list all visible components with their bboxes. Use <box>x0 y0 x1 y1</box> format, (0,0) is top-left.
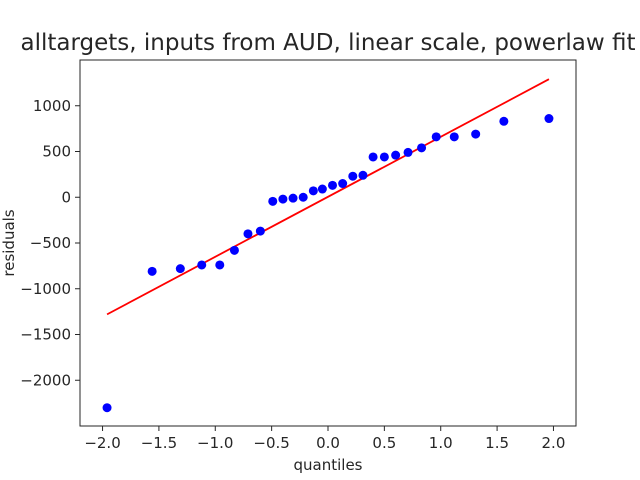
x-axis-label: quantiles <box>294 456 363 474</box>
data-point <box>288 193 298 203</box>
y-tick-label: −500 <box>30 234 71 252</box>
data-point <box>391 150 401 160</box>
data-point <box>358 170 368 180</box>
data-point <box>215 260 225 270</box>
data-point <box>544 114 554 124</box>
data-point <box>328 180 338 190</box>
data-point <box>348 171 358 181</box>
x-tick-label: 1.5 <box>485 434 509 452</box>
data-point <box>417 143 427 153</box>
x-axis-ticks: −2.0 −1.5 −1.0 −0.5 0.0 0.5 1.0 1.5 2.0 <box>84 426 565 452</box>
data-point <box>431 132 441 142</box>
y-tick-label: 500 <box>42 143 71 161</box>
data-point <box>229 245 239 255</box>
data-point <box>243 229 253 239</box>
data-point <box>403 147 413 157</box>
data-point <box>499 116 509 126</box>
data-point <box>368 152 378 162</box>
fit-line <box>106 78 550 316</box>
plot-area <box>102 78 554 413</box>
data-point <box>268 196 278 206</box>
x-tick-label: −2.0 <box>84 434 120 452</box>
x-tick-label: 0.5 <box>372 434 396 452</box>
data-point <box>102 403 112 413</box>
data-point <box>278 194 288 204</box>
data-point <box>379 152 389 162</box>
data-point <box>175 264 185 274</box>
data-point <box>298 192 308 202</box>
data-point <box>147 266 157 276</box>
x-tick-label: −1.5 <box>141 434 177 452</box>
data-point <box>317 184 327 194</box>
y-tick-label: 1000 <box>33 97 71 115</box>
plot-frame <box>79 59 577 427</box>
y-axis-ticks: −2000 −1500 −1000 −500 0 500 1000 <box>20 97 80 389</box>
data-point <box>449 132 459 142</box>
data-point <box>255 226 265 236</box>
y-tick-label: −2000 <box>20 371 71 389</box>
x-tick-label: 0.0 <box>316 434 340 452</box>
data-point <box>308 186 318 196</box>
x-tick-label: 1.0 <box>429 434 453 452</box>
x-tick-label: −0.5 <box>253 434 289 452</box>
data-point <box>338 179 348 189</box>
data-point <box>197 260 207 270</box>
y-tick-label: −1000 <box>20 280 71 298</box>
y-tick-label: −1500 <box>20 326 71 344</box>
data-point <box>471 129 481 139</box>
y-axis-label: residuals <box>0 209 18 276</box>
y-tick-label: 0 <box>61 188 71 206</box>
x-tick-label: 2.0 <box>542 434 566 452</box>
x-tick-label: −1.0 <box>197 434 233 452</box>
chart-title: alltargets, inputs from AUD, linear scal… <box>20 30 635 56</box>
